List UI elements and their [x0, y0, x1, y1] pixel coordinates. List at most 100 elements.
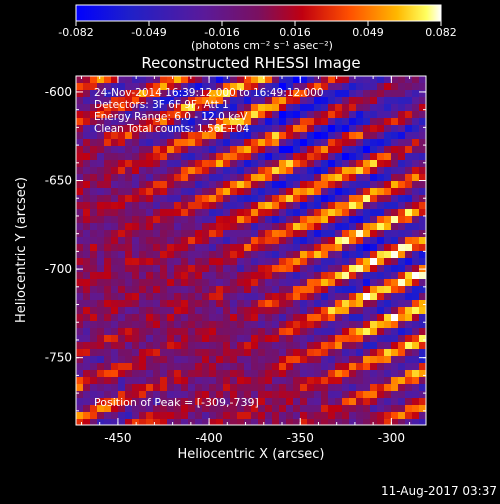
heatmap-cell [153, 363, 161, 371]
heatmap-cell [356, 111, 364, 119]
heatmap-cell [146, 349, 154, 357]
heatmap-cell [272, 167, 280, 175]
heatmap-cell [188, 405, 196, 413]
heatmap-cell [167, 167, 175, 175]
heatmap-cell [335, 83, 343, 91]
heatmap-cell [349, 384, 357, 392]
heatmap-cell [244, 97, 252, 105]
heatmap-cell [104, 251, 112, 259]
heatmap-cell [188, 160, 196, 168]
heatmap-cell [111, 321, 119, 329]
heatmap-cell [293, 97, 301, 105]
heatmap-cell [160, 412, 168, 420]
heatmap-cell [258, 104, 266, 112]
heatmap-cell [342, 146, 350, 154]
heatmap-cell [83, 230, 91, 238]
heatmap-cell [265, 202, 273, 210]
heatmap-cell [328, 314, 336, 322]
heatmap-cell [370, 146, 378, 154]
heatmap-cell [118, 167, 126, 175]
heatmap-cell [265, 76, 273, 84]
heatmap-cell [419, 356, 426, 364]
heatmap-cell [321, 412, 329, 420]
heatmap-cell [363, 244, 371, 252]
heatmap-cell [209, 349, 217, 357]
heatmap-cell [146, 307, 154, 315]
heatmap-cell [174, 279, 182, 287]
heatmap-cell [412, 195, 420, 203]
heatmap-cell [202, 195, 210, 203]
heatmap-cell [272, 356, 280, 364]
heatmap-cell [356, 293, 364, 301]
heatmap-cell [405, 132, 413, 140]
heatmap-cell [244, 321, 252, 329]
heatmap-cell [209, 391, 217, 399]
heatmap-cell [76, 160, 84, 168]
heatmap-cell [398, 384, 406, 392]
heatmap-cell [111, 384, 119, 392]
heatmap-cell [188, 279, 196, 287]
heatmap-cell [419, 125, 426, 133]
heatmap-cell [244, 384, 252, 392]
heatmap-cell [265, 307, 273, 315]
heatmap-cell [356, 363, 364, 371]
heatmap-cell [167, 153, 175, 161]
heatmap-cell [384, 265, 392, 273]
heatmap-cell [356, 90, 364, 98]
heatmap-cell [251, 104, 259, 112]
heatmap-cell [335, 286, 343, 294]
heatmap-cell [118, 195, 126, 203]
heatmap-cell [412, 146, 420, 154]
heatmap-cell [223, 419, 231, 425]
heatmap-cell [202, 363, 210, 371]
heatmap-cell [412, 104, 420, 112]
heatmap-cell [97, 188, 105, 196]
heatmap-cell [244, 153, 252, 161]
heatmap-cell [195, 342, 203, 350]
heatmap-cell [244, 160, 252, 168]
heatmap-cell [125, 104, 133, 112]
heatmap-cell [167, 272, 175, 280]
heatmap-cell [118, 384, 126, 392]
heatmap-cell [139, 265, 147, 273]
heatmap-cell [286, 384, 294, 392]
heatmap-cell [76, 286, 84, 294]
heatmap-cell [230, 307, 238, 315]
heatmap-cell [97, 279, 105, 287]
heatmap-cell [335, 419, 343, 425]
heatmap-cell [349, 251, 357, 259]
heatmap-cell [167, 230, 175, 238]
heatmap-cell [97, 398, 105, 406]
heatmap-cell [321, 377, 329, 385]
heatmap-cell [125, 132, 133, 140]
heatmap-cell [363, 328, 371, 336]
heatmap-cell [398, 223, 406, 231]
heatmap-cell [398, 272, 406, 280]
heatmap-cell [391, 195, 399, 203]
heatmap-cell [300, 202, 308, 210]
heatmap-cell [174, 391, 182, 399]
heatmap-cell [223, 258, 231, 266]
heatmap-cell [132, 181, 140, 189]
heatmap-cell [216, 202, 224, 210]
heatmap-cell [363, 405, 371, 413]
heatmap-cell [160, 139, 168, 147]
heatmap-cell [412, 125, 420, 133]
heatmap-cell [132, 279, 140, 287]
heatmap-cell [342, 90, 350, 98]
heatmap-cell [118, 335, 126, 343]
heatmap-cell [328, 146, 336, 154]
heatmap-cell [370, 111, 378, 119]
heatmap-cell [174, 349, 182, 357]
heatmap-cell [377, 125, 385, 133]
heatmap-cell [349, 160, 357, 168]
heatmap-cell [104, 167, 112, 175]
heatmap-cell [118, 146, 126, 154]
heatmap-cell [104, 342, 112, 350]
heatmap-cell [286, 398, 294, 406]
heatmap-cell [398, 195, 406, 203]
heatmap-cell [307, 125, 315, 133]
heatmap-cell [160, 223, 168, 231]
heatmap-cell [90, 237, 98, 245]
heatmap-cell [370, 83, 378, 91]
